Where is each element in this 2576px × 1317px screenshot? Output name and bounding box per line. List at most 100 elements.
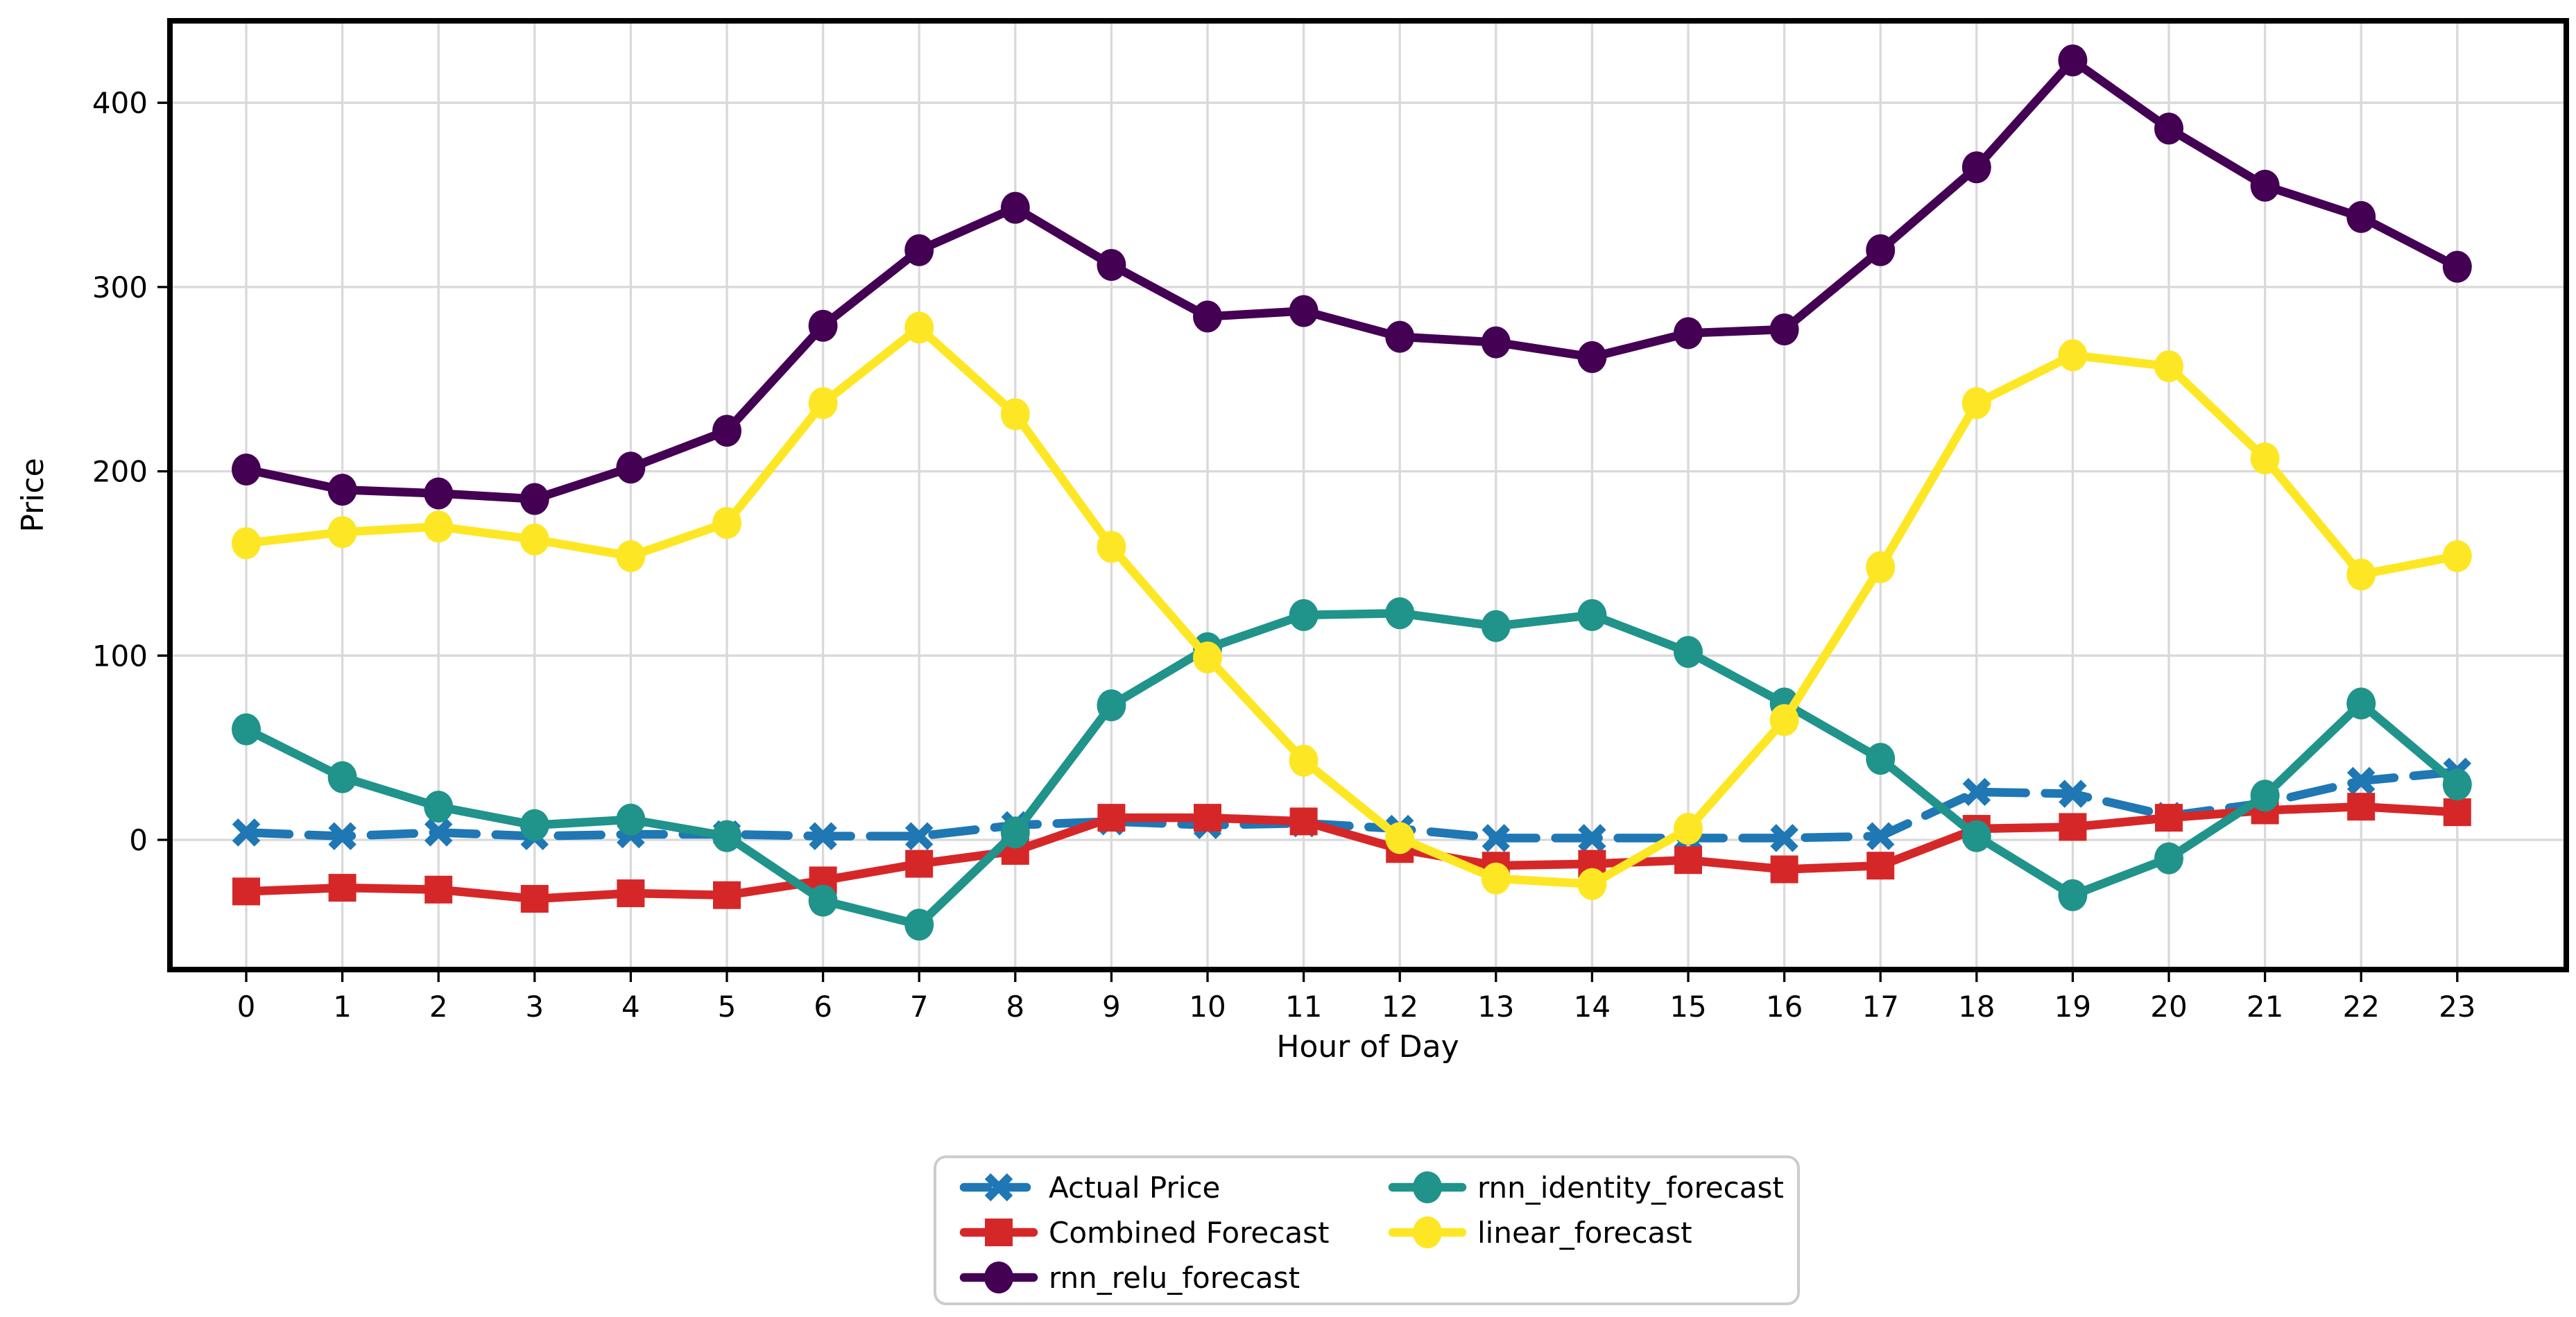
legend-label: Actual Price (1049, 1171, 1220, 1205)
x-tick-label: 20 (2150, 990, 2187, 1024)
series-line (241, 323, 2462, 889)
data-point-circle (1289, 599, 1319, 631)
data-point-square (1194, 804, 1221, 832)
data-point-circle (1769, 704, 1799, 737)
x-tick-label: 21 (2247, 990, 2283, 1024)
x-tick-label: 17 (1862, 990, 1898, 1024)
data-point-circle (1481, 862, 1511, 895)
data-point-circle (232, 713, 261, 746)
data-point-circle (2154, 350, 2183, 383)
data-point-circle (616, 540, 646, 572)
x-tick-label: 16 (1766, 990, 1803, 1024)
y-axis-label: Price (15, 458, 51, 532)
data-point-circle (904, 234, 934, 266)
data-point-circle (808, 309, 838, 342)
y-tick-label: 200 (92, 455, 148, 489)
x-axis-label: Hour of Day (1276, 1029, 1459, 1065)
y-tick-label: 100 (92, 639, 148, 673)
data-point-square (2059, 813, 2087, 841)
x-tick-label: 11 (1285, 990, 1322, 1024)
data-point-square (713, 881, 741, 909)
data-point-circle (808, 884, 838, 917)
data-point-square (520, 885, 549, 913)
series-line (241, 802, 2462, 904)
data-point-circle (1769, 313, 1799, 346)
data-point-circle (2154, 842, 2183, 875)
data-point-circle (1674, 317, 1703, 350)
data-point-x (1770, 824, 1798, 852)
x-tick-label: 2 (429, 990, 448, 1024)
data-point-circle (2250, 442, 2280, 475)
x-tick-label: 8 (1006, 990, 1024, 1024)
legend: Actual Price Combined Forecast rnn_relu_fo… (934, 1155, 1800, 1305)
data-point-circle (2058, 879, 2088, 911)
data-point-square (1674, 846, 1702, 875)
series-line (241, 55, 2462, 503)
series-line (241, 608, 2462, 929)
data-point-circle (520, 809, 549, 841)
data-point-square (232, 877, 260, 906)
data-point-x (2059, 780, 2087, 808)
data-point-square (1866, 852, 1895, 880)
data-point-circle (712, 506, 741, 539)
legend-item-combined-forecast: Combined Forecast (959, 1216, 1329, 1250)
data-point-square (2347, 793, 2376, 821)
data-series (232, 44, 2472, 941)
x-tick-label: 3 (525, 990, 544, 1024)
data-point-circle (424, 477, 454, 510)
data-point-circle (1413, 1216, 1442, 1248)
legend-item-linear-forecast: linear_forecast (1388, 1216, 1692, 1250)
data-point-circle (2250, 780, 2280, 812)
data-point-circle (1866, 234, 1896, 266)
x-tick-label: 12 (1381, 990, 1418, 1024)
data-point-square (617, 879, 645, 908)
legend-label: linear_forecast (1477, 1216, 1692, 1250)
data-point-circle (327, 761, 357, 793)
data-point-square (2443, 798, 2471, 827)
data-point-x (1578, 824, 1606, 852)
data-point-circle (1961, 151, 1991, 184)
legend-label: Combined Forecast (1049, 1216, 1329, 1250)
y-tick-label: 300 (92, 270, 148, 304)
data-point-x (809, 822, 837, 850)
x-tick-label: 6 (814, 990, 832, 1024)
data-point-square (424, 875, 453, 904)
data-point-circle (1481, 326, 1511, 359)
data-point-circle (1097, 689, 1126, 722)
data-point-circle (2058, 44, 2088, 77)
data-point-circle (1385, 597, 1415, 630)
legend-item-actual-price: Actual Price (959, 1171, 1220, 1205)
data-point-circle (712, 820, 741, 852)
data-point-circle (1193, 641, 1222, 673)
data-point-circle (2250, 169, 2280, 202)
data-point-circle (712, 415, 741, 447)
data-point-circle (1097, 531, 1126, 563)
data-point-circle (327, 474, 357, 506)
x-tick-label: 23 (2439, 990, 2475, 1024)
data-point-circle (1193, 300, 1222, 333)
data-point-x (1962, 777, 1991, 807)
series-line (241, 767, 2462, 843)
data-point-x (1866, 822, 1895, 850)
data-point-circle (1385, 822, 1415, 854)
data-point-circle (1289, 295, 1319, 327)
data-point-circle (2442, 540, 2472, 572)
data-point-circle (232, 453, 261, 485)
data-point-x (984, 1173, 1013, 1202)
x-tick-label: 19 (2054, 990, 2091, 1024)
data-point-circle (327, 516, 357, 549)
data-point-circle (2154, 112, 2183, 145)
data-point-circle (1000, 816, 1030, 849)
data-point-circle (2346, 558, 2376, 591)
data-point-circle (1000, 191, 1030, 224)
data-point-circle (232, 527, 261, 560)
x-tick-label: 9 (1102, 990, 1121, 1024)
series-linear-forecast (232, 311, 2472, 900)
data-point-circle (2346, 687, 2376, 720)
data-point-x (328, 822, 357, 850)
legend-item-rnn-relu-forecast: rnn_relu_forecast (959, 1261, 1300, 1295)
x-tick-label: 22 (2342, 990, 2379, 1024)
data-point-circle (616, 451, 646, 484)
